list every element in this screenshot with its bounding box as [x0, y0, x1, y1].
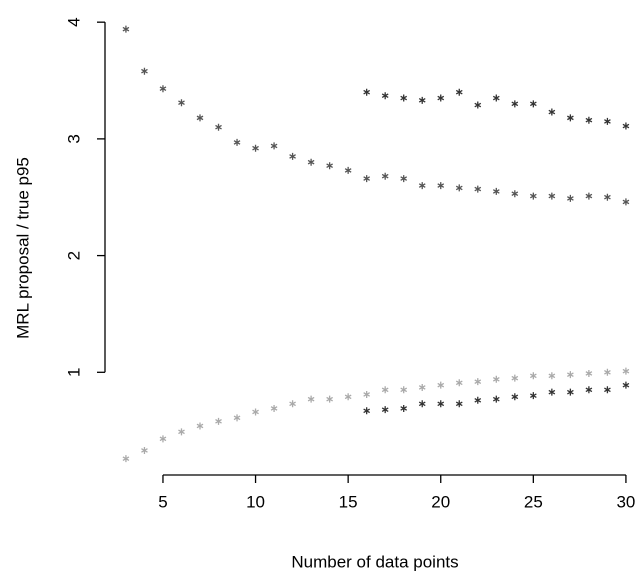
point — [529, 192, 537, 200]
point — [511, 100, 519, 108]
point — [492, 187, 500, 195]
point — [344, 166, 352, 174]
point — [567, 114, 574, 122]
x-tick-label: 15 — [339, 492, 358, 511]
point — [215, 417, 222, 425]
x-tick-label: 20 — [431, 492, 450, 511]
point — [511, 374, 519, 382]
point — [567, 388, 574, 396]
point — [196, 114, 204, 122]
point — [474, 396, 482, 404]
point — [141, 67, 148, 75]
y-axis-label: MRL proposal / true p95 — [13, 157, 32, 339]
point — [381, 406, 389, 414]
y-tick-label: 1 — [64, 368, 83, 377]
point — [381, 92, 389, 100]
point — [529, 372, 537, 380]
point — [418, 383, 426, 391]
point — [604, 193, 611, 201]
point — [289, 400, 296, 408]
x-tick-label: 25 — [524, 492, 543, 511]
x-tick-label: 5 — [158, 492, 167, 511]
point — [363, 175, 371, 183]
point — [548, 192, 556, 200]
point — [307, 158, 315, 166]
point — [474, 101, 482, 109]
point — [418, 400, 426, 408]
point — [511, 190, 519, 198]
point — [474, 185, 482, 193]
y-tick-label: 2 — [64, 251, 83, 260]
point — [622, 381, 630, 389]
point — [289, 152, 296, 160]
point — [178, 99, 185, 107]
point — [326, 395, 333, 403]
point — [455, 88, 463, 96]
y-tick-label: 4 — [64, 17, 83, 26]
point — [400, 175, 408, 183]
point — [326, 162, 333, 170]
point — [215, 123, 222, 131]
point — [548, 388, 556, 396]
point — [604, 386, 611, 394]
point — [122, 455, 130, 463]
point — [622, 198, 630, 206]
point — [233, 138, 241, 146]
point — [400, 386, 408, 394]
point — [196, 422, 204, 430]
point — [585, 369, 593, 377]
point — [418, 96, 426, 104]
point — [400, 94, 408, 102]
point — [363, 390, 371, 398]
point — [567, 371, 574, 379]
point — [252, 144, 259, 152]
point — [529, 392, 537, 400]
point — [270, 404, 278, 412]
point — [437, 381, 445, 389]
point — [418, 182, 426, 190]
point — [585, 192, 593, 200]
point — [141, 446, 148, 454]
point — [548, 372, 556, 380]
point — [604, 368, 611, 376]
point — [381, 172, 389, 180]
point — [233, 414, 241, 422]
point — [122, 25, 130, 33]
point — [622, 122, 630, 130]
point — [474, 378, 482, 386]
point — [492, 395, 500, 403]
point — [604, 117, 611, 125]
x-axis-label: Number of data points — [291, 552, 458, 571]
point — [585, 386, 593, 394]
point — [270, 142, 278, 150]
point — [363, 407, 371, 415]
point — [437, 94, 445, 102]
y-tick-label: 3 — [64, 134, 83, 143]
x-tick-label: 10 — [246, 492, 265, 511]
point — [307, 395, 315, 403]
point — [178, 428, 185, 436]
point — [437, 182, 445, 190]
point — [455, 379, 463, 387]
point — [252, 408, 259, 416]
point — [344, 393, 352, 401]
point — [455, 184, 463, 192]
point — [159, 85, 167, 93]
point — [455, 400, 463, 408]
x-tick-label: 30 — [616, 492, 635, 511]
point — [548, 108, 556, 116]
point — [511, 393, 519, 401]
point — [381, 386, 389, 394]
point — [567, 194, 574, 202]
point — [159, 435, 167, 443]
point — [400, 404, 408, 412]
point — [585, 116, 593, 124]
point — [492, 375, 500, 383]
point — [492, 94, 500, 102]
point — [437, 400, 445, 408]
point — [529, 100, 537, 108]
point — [363, 88, 371, 96]
point — [622, 367, 630, 375]
